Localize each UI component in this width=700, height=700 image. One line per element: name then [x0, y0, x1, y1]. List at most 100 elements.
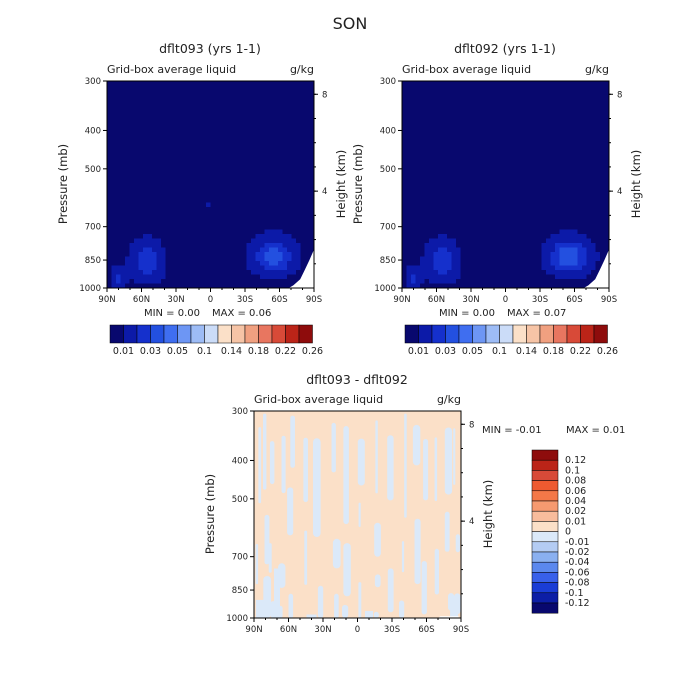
- field-cell: [206, 103, 212, 109]
- field-cell: [197, 184, 203, 190]
- field-cell: [505, 256, 511, 262]
- field-cell: [251, 252, 257, 258]
- field-cell: [478, 180, 484, 186]
- field-cell: [438, 207, 444, 213]
- field-cell: [233, 162, 239, 168]
- field-cell: [528, 175, 534, 181]
- field-cell: [514, 279, 520, 285]
- field-cell: [161, 198, 167, 204]
- field-cell: [460, 256, 466, 262]
- field-cell: [510, 274, 516, 280]
- field-cell: [242, 207, 248, 213]
- field-cell: [465, 216, 471, 222]
- field-cell: [451, 130, 457, 136]
- field-cell: [300, 153, 306, 159]
- field-cell: [505, 81, 511, 87]
- field-cell: [514, 265, 520, 271]
- field-cell: [492, 166, 498, 172]
- field-cell: [591, 274, 597, 280]
- field-cell: [577, 279, 583, 285]
- field-cell: [591, 139, 597, 145]
- field-cell: [604, 121, 609, 127]
- field-cell: [170, 261, 176, 267]
- field-cell: [197, 90, 203, 96]
- field-cell: [246, 207, 252, 213]
- field-cell: [586, 279, 592, 285]
- field-cell: [411, 162, 417, 168]
- field-cell: [300, 265, 306, 271]
- field-cell: [125, 126, 131, 132]
- field-cell: [183, 270, 189, 276]
- field-cell: [568, 202, 574, 208]
- field-cell: [465, 180, 471, 186]
- field-cell: [582, 126, 588, 132]
- field-cell: [433, 103, 439, 109]
- field-cell: [514, 198, 520, 204]
- field-cell: [586, 112, 592, 118]
- field-cell: [192, 94, 198, 100]
- field-cell: [505, 261, 511, 267]
- field-cell: [224, 81, 230, 87]
- field-cell: [156, 148, 162, 154]
- field-cell: [595, 220, 601, 226]
- field-cell: [501, 229, 507, 235]
- field-cell: [451, 103, 457, 109]
- field-cell: [170, 108, 176, 114]
- field-cell: [429, 171, 435, 177]
- field-cell: [451, 207, 457, 213]
- field-cell: [442, 274, 448, 280]
- field-cell: [478, 189, 484, 195]
- field-cell: [305, 198, 311, 204]
- field-cell: [586, 130, 592, 136]
- field-cell: [264, 256, 270, 262]
- field-cell: [242, 135, 248, 141]
- field-cell: [555, 198, 561, 204]
- field-cell: [206, 81, 212, 87]
- field-cell: [309, 112, 314, 118]
- field-cell: [415, 180, 421, 186]
- field-cell: [116, 243, 122, 249]
- field-cell: [179, 180, 185, 186]
- field-cell: [111, 247, 117, 253]
- field-cell: [442, 202, 448, 208]
- field-cell: [156, 261, 162, 267]
- field-cell: [514, 153, 520, 159]
- field-cell: [161, 90, 167, 96]
- field-cell: [237, 126, 243, 132]
- field-cell: [501, 180, 507, 186]
- field-cell: [406, 265, 412, 271]
- field-cell: [183, 234, 189, 240]
- field-cell: [134, 202, 140, 208]
- colorbar-swatch: [531, 459, 559, 471]
- field-cell: [269, 234, 275, 240]
- field-cell: [483, 81, 489, 87]
- colorbar-swatch: [531, 561, 559, 573]
- field-cell: [469, 283, 475, 288]
- field-cell: [278, 256, 284, 262]
- field-cell: [532, 85, 538, 91]
- field-cell: [233, 279, 239, 285]
- field-cell: [278, 216, 284, 222]
- field-cell: [411, 270, 417, 276]
- field-cell: [165, 274, 171, 280]
- field-cell: [156, 243, 162, 249]
- field-cell: [604, 162, 609, 168]
- field-cell: [174, 283, 180, 288]
- panel-left-subtitle: Grid-box average liquid: [107, 63, 236, 76]
- field-cell: [210, 283, 216, 288]
- field-cell: [179, 139, 185, 145]
- field-cell: [206, 279, 212, 285]
- field-cell: [496, 198, 502, 204]
- field-cell: [143, 148, 149, 154]
- field-cell: [143, 243, 149, 249]
- field-cell: [406, 171, 412, 177]
- field-cell: [170, 193, 176, 199]
- field-cell: [550, 270, 556, 276]
- field-cell: [465, 81, 471, 87]
- field-cell: [255, 135, 261, 141]
- field-cell: [228, 157, 234, 163]
- negative-patch: [268, 543, 272, 573]
- field-cell: [582, 238, 588, 244]
- field-cell: [600, 238, 606, 244]
- field-cell: [278, 139, 284, 145]
